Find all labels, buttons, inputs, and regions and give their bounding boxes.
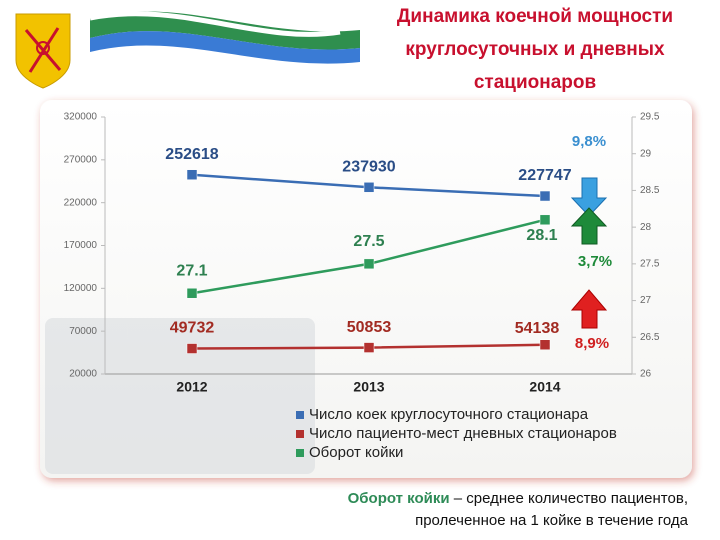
footnote: Оборот койки – среднее количество пациен… xyxy=(260,488,688,532)
y2-tick-label: 26.5 xyxy=(640,332,660,343)
legend-label: Оборот койки xyxy=(309,444,403,461)
marker xyxy=(539,214,551,226)
y-tick-label: 220000 xyxy=(64,197,98,208)
data-label: 27.5 xyxy=(353,233,384,250)
y2-tick-label: 27 xyxy=(640,295,652,306)
legend-swatch xyxy=(296,430,304,438)
y-tick-label: 20000 xyxy=(69,369,97,380)
y-tick-label: 320000 xyxy=(64,112,98,123)
data-label: 49732 xyxy=(170,320,215,337)
marker xyxy=(363,258,375,270)
marker xyxy=(363,342,375,353)
y2-tick-label: 29 xyxy=(640,148,652,159)
marker xyxy=(363,182,375,193)
data-label: 28.1 xyxy=(526,227,557,244)
data-label: 54138 xyxy=(515,320,560,337)
marker xyxy=(186,287,198,299)
arrows xyxy=(570,177,608,329)
annotation: 9,8% xyxy=(572,133,606,150)
annotation: 3,7% xyxy=(578,253,612,270)
y2-tick-label: 29.5 xyxy=(640,112,660,123)
footnote-text: – среднее количество пациентов, пролечен… xyxy=(415,490,688,529)
marker xyxy=(186,343,198,354)
data-label: 50853 xyxy=(347,319,392,336)
y-tick-label: 270000 xyxy=(64,154,98,165)
y-tick-label: 170000 xyxy=(64,240,98,251)
y2-tick-label: 28.5 xyxy=(640,185,660,196)
data-label: 27.1 xyxy=(176,262,207,279)
marker xyxy=(186,169,198,180)
legend-swatch xyxy=(296,449,304,457)
data-label: 227747 xyxy=(518,167,571,184)
marker xyxy=(539,339,551,351)
y2-tick-label: 27.5 xyxy=(640,258,660,269)
y-tick-label: 70000 xyxy=(69,326,97,337)
x-tick-label: 2014 xyxy=(529,379,560,395)
marker xyxy=(539,190,551,202)
slide-title: Динамика коечной мощности круглосуточных… xyxy=(396,6,674,93)
x-tick-label: 2013 xyxy=(353,379,384,395)
decor-photo xyxy=(45,318,315,474)
annotation: 8,9% xyxy=(575,335,609,352)
y-tick-label: 120000 xyxy=(64,283,98,294)
y2-tick-label: 26 xyxy=(640,369,652,380)
legend-label: Число пациенто-мест дневных стационаров xyxy=(309,425,617,442)
legend-label: Число коек круглосуточного стационара xyxy=(309,406,589,423)
y2-tick-label: 28 xyxy=(640,222,652,233)
ribbon xyxy=(89,11,360,64)
footnote-term: Оборот койки xyxy=(347,490,450,507)
data-label: 237930 xyxy=(342,159,395,176)
coat-of-arms xyxy=(15,13,71,89)
legend-swatch xyxy=(296,411,304,419)
data-label: 252618 xyxy=(165,146,218,163)
x-tick-label: 2012 xyxy=(176,379,207,395)
